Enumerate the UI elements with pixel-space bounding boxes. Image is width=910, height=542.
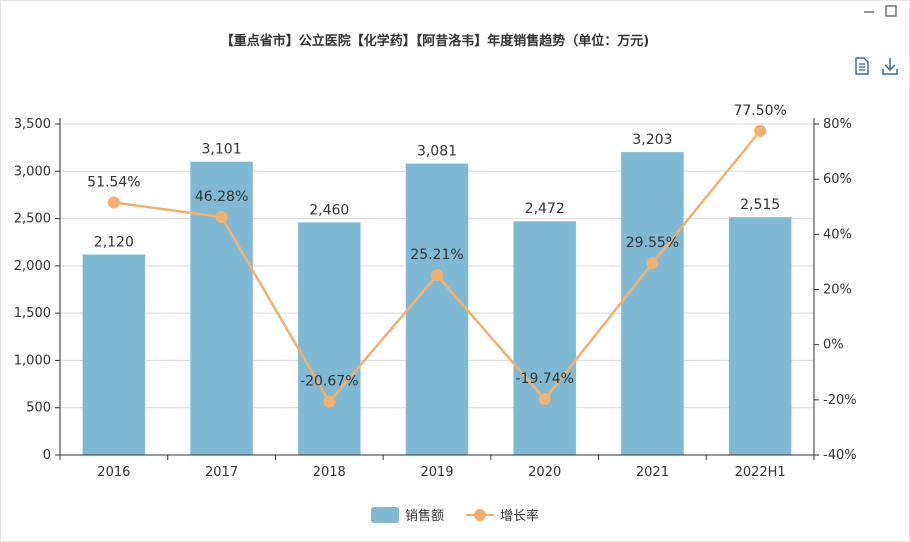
document-icon[interactable] <box>852 56 872 76</box>
left-tick-label: 2,500 <box>14 212 51 227</box>
legend: 销售额 增长率 <box>0 505 910 524</box>
line-point <box>538 393 551 406</box>
right-tick-label: -20% <box>823 393 857 408</box>
right-tick-label: 80% <box>823 117 852 132</box>
bar <box>82 254 146 455</box>
legend-label-bar: 销售额 <box>404 509 444 524</box>
left-tick-label: 0 <box>43 448 51 463</box>
bar-value-label: 2,460 <box>309 202 349 218</box>
line-point <box>215 211 228 224</box>
bar <box>621 152 684 455</box>
bar-value-label: 2,472 <box>525 201 565 217</box>
bar-series <box>82 152 792 455</box>
line-value-label: -19.74% <box>515 371 573 387</box>
left-tick-label: 500 <box>26 401 51 416</box>
right-axis-ticks: -40% -20% 0% 20% 40% 60% 80% <box>814 117 857 463</box>
line-point <box>754 124 767 137</box>
right-tick-label: 0% <box>823 338 844 353</box>
x-tick-label: 2022H1 <box>735 465 786 480</box>
left-tick-label: 3,500 <box>14 117 51 132</box>
legend-item-line[interactable]: 增长率 <box>466 505 539 524</box>
x-tick-label: 2019 <box>420 465 453 480</box>
legend-item-bar[interactable]: 销售额 <box>370 505 444 524</box>
bar-value-label: 3,203 <box>632 132 672 148</box>
x-tick-label: 2016 <box>97 465 130 480</box>
legend-swatch-bar <box>370 506 399 523</box>
bar <box>405 163 469 455</box>
x-tick-label: 2018 <box>313 465 346 480</box>
data-labels: 2,120 3,101 2,460 3,081 2,472 3,203 2,515 51.54… <box>87 103 787 390</box>
line-value-label: 77.50% <box>733 103 786 119</box>
right-tick-label: -40% <box>823 448 857 463</box>
line-value-label: 51.54% <box>87 175 140 191</box>
bar-value-label: 2,515 <box>740 197 780 213</box>
bar-value-label: 2,120 <box>94 235 134 251</box>
line-value-label: -20.67% <box>300 374 358 390</box>
legend-swatch-line <box>466 507 494 523</box>
line-value-label: 25.21% <box>410 247 463 263</box>
axes <box>59 118 815 456</box>
line-point <box>646 257 659 270</box>
line-point <box>431 269 443 282</box>
x-tick-label: 2017 <box>205 465 238 480</box>
left-tick-label: 3,000 <box>14 164 51 179</box>
left-tick-label: 1,500 <box>14 306 51 321</box>
right-tick-label: 60% <box>823 172 852 187</box>
line-value-label: 46.28% <box>195 189 248 205</box>
line-value-label: 29.55% <box>626 235 679 251</box>
legend-label-line: 增长率 <box>500 509 540 524</box>
download-icon[interactable] <box>880 56 900 76</box>
bar-value-label: 3,101 <box>202 142 242 158</box>
right-tick-label: 20% <box>823 283 852 298</box>
right-tick-label: 40% <box>823 227 852 242</box>
line-series <box>107 124 767 408</box>
maximize-icon[interactable] <box>884 4 898 18</box>
chart-title: 【重点省市】公立医院【化学药】【阿昔洛韦】年度销售趋势（单位：万元) <box>220 34 650 49</box>
bar <box>298 222 361 455</box>
bar <box>190 161 253 455</box>
x-axis-ticks: 2016 2017 2018 2019 2020 2021 2022H1 <box>59 455 815 480</box>
left-tick-label: 1,000 <box>14 353 51 368</box>
left-axis-ticks: 0 500 1,000 1,500 2,000 2,500 3,000 3,500 <box>14 117 60 463</box>
line-point <box>323 395 336 408</box>
x-tick-label: 2020 <box>528 465 561 480</box>
left-tick-label: 2,000 <box>14 259 51 274</box>
x-tick-label: 2021 <box>636 465 669 480</box>
minimize-icon[interactable] <box>862 4 876 18</box>
bar <box>513 221 576 455</box>
line-point <box>107 196 120 209</box>
bar <box>728 217 792 455</box>
bar-value-label: 3,081 <box>417 144 457 160</box>
